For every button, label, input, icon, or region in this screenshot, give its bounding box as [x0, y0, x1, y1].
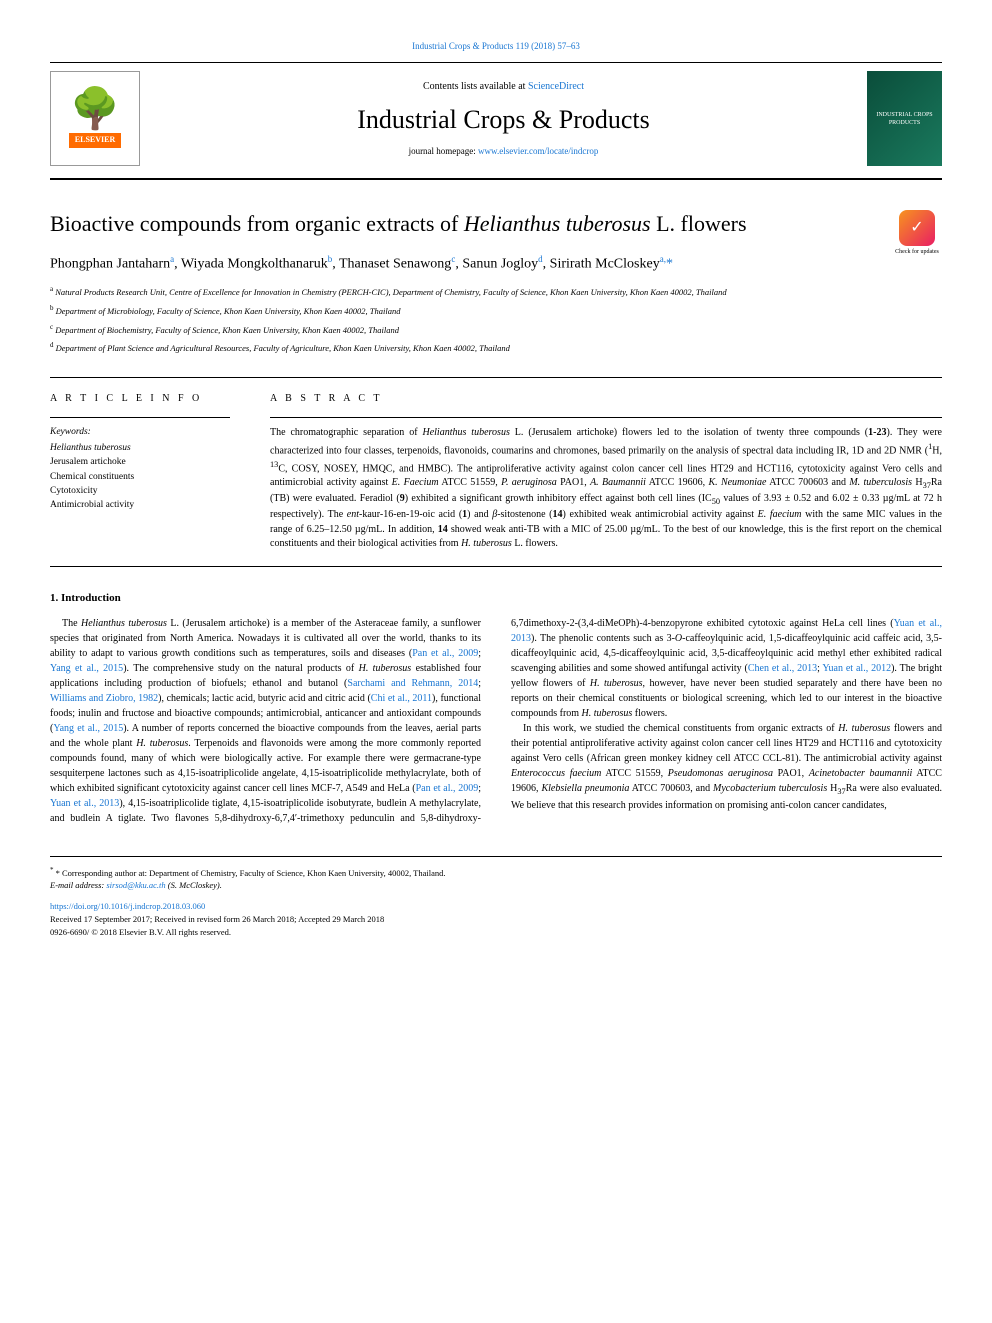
title-italic: Helianthus tuberosus [464, 211, 651, 236]
homepage-line: journal homepage: www.elsevier.com/locat… [150, 145, 857, 157]
journal-header: 🌳 ELSEVIER Contents lists available at S… [50, 62, 942, 180]
journal-name: Industrial Crops & Products [150, 102, 857, 137]
elsevier-tree-icon: 🌳 [70, 89, 120, 129]
copyright-line: 0926-6690/ © 2018 Elsevier B.V. All righ… [50, 926, 942, 939]
keywords-label: Keywords: [50, 426, 230, 439]
doi-line: https://doi.org/10.1016/j.indcrop.2018.0… [50, 900, 942, 913]
email-name: (S. McCloskey). [166, 880, 222, 890]
section-number: 1. [50, 592, 58, 604]
title-pre: Bioactive compounds from organic extract… [50, 211, 464, 236]
introduction-section: 1. Introduction The Helianthus tuberosus… [50, 591, 942, 826]
abstract-text: The chromatographic separation of Helian… [270, 426, 942, 552]
abstract-heading: A B S T R A C T [270, 392, 942, 406]
affiliation-d: d Department of Plant Science and Agricu… [50, 340, 877, 355]
citation-link: Industrial Crops & Products 119 (2018) 5… [50, 40, 942, 52]
header-center: Contents lists available at ScienceDirec… [150, 80, 857, 157]
footer: * * Corresponding author at: Department … [50, 856, 942, 939]
contents-prefix: Contents lists available at [423, 81, 528, 92]
article-header: Bioactive compounds from organic extract… [50, 210, 942, 359]
para-2: In this work, we studied the chemical co… [511, 721, 942, 813]
abstract-divider [270, 417, 942, 418]
aff-d-text: Department of Plant Science and Agricult… [56, 343, 510, 353]
contents-line: Contents lists available at ScienceDirec… [150, 80, 857, 94]
affiliations: a Natural Products Research Unit, Centre… [50, 284, 877, 354]
check-updates-badge[interactable]: ✓ Check for updates [892, 210, 942, 265]
received-line: Received 17 September 2017; Received in … [50, 913, 942, 926]
article-info: A R T I C L E I N F O Keywords: Helianth… [50, 392, 230, 552]
keyword-4: Antimicrobial activity [50, 498, 230, 512]
title-post: L. flowers [651, 211, 747, 236]
journal-cover: INDUSTRIAL CROPS PRODUCTS [867, 71, 942, 166]
corresponding-note: * * Corresponding author at: Department … [50, 865, 942, 880]
body-columns: The Helianthus tuberosus L. (Jerusalem a… [50, 616, 942, 826]
info-abstract-row: A R T I C L E I N F O Keywords: Helianth… [50, 377, 942, 567]
article-title: Bioactive compounds from organic extract… [50, 210, 877, 239]
corr-note-text: * Corresponding author at: Department of… [56, 868, 446, 878]
email-line: E-mail address: sirsod@kku.ac.th (S. McC… [50, 879, 942, 892]
authors: Phongphan Jantaharna, Wiyada Mongkolthan… [50, 253, 877, 275]
cover-text: INDUSTRIAL CROPS PRODUCTS [871, 111, 938, 127]
homepage-link[interactable]: www.elsevier.com/locate/indcrop [478, 146, 598, 156]
abstract: A B S T R A C T The chromatographic sepa… [270, 392, 942, 552]
affiliation-a: a Natural Products Research Unit, Centre… [50, 284, 877, 299]
keyword-0: Helianthus tuberosus [50, 441, 230, 455]
check-updates-icon: ✓ [899, 210, 935, 246]
doi-link[interactable]: https://doi.org/10.1016/j.indcrop.2018.0… [50, 901, 205, 911]
homepage-prefix: journal homepage: [409, 146, 478, 156]
email-link[interactable]: sirsod@kku.ac.th [106, 880, 165, 890]
keyword-3: Cytotoxicity [50, 484, 230, 498]
affiliation-b: b Department of Microbiology, Faculty of… [50, 303, 877, 318]
section-title: 1. Introduction [50, 591, 942, 606]
section-name: Introduction [61, 592, 121, 604]
sciencedirect-link[interactable]: ScienceDirect [528, 81, 584, 92]
article-info-heading: A R T I C L E I N F O [50, 392, 230, 406]
citation-anchor[interactable]: Industrial Crops & Products 119 (2018) 5… [412, 41, 580, 51]
article-header-main: Bioactive compounds from organic extract… [50, 210, 877, 359]
info-divider [50, 417, 230, 418]
elsevier-logo: 🌳 ELSEVIER [50, 71, 140, 166]
affiliation-c: c Department of Biochemistry, Faculty of… [50, 322, 877, 337]
keyword-2: Chemical constituents [50, 470, 230, 484]
elsevier-brand: ELSEVIER [69, 133, 121, 148]
check-updates-label: Check for updates [895, 248, 939, 256]
keywords-list: Helianthus tuberosus Jerusalem artichoke… [50, 441, 230, 512]
email-label: E-mail address: [50, 880, 106, 890]
aff-c-text: Department of Biochemistry, Faculty of S… [55, 324, 399, 334]
keyword-1: Jerusalem artichoke [50, 455, 230, 469]
aff-b-text: Department of Microbiology, Faculty of S… [56, 306, 401, 316]
aff-a-text: Natural Products Research Unit, Centre o… [55, 287, 726, 297]
